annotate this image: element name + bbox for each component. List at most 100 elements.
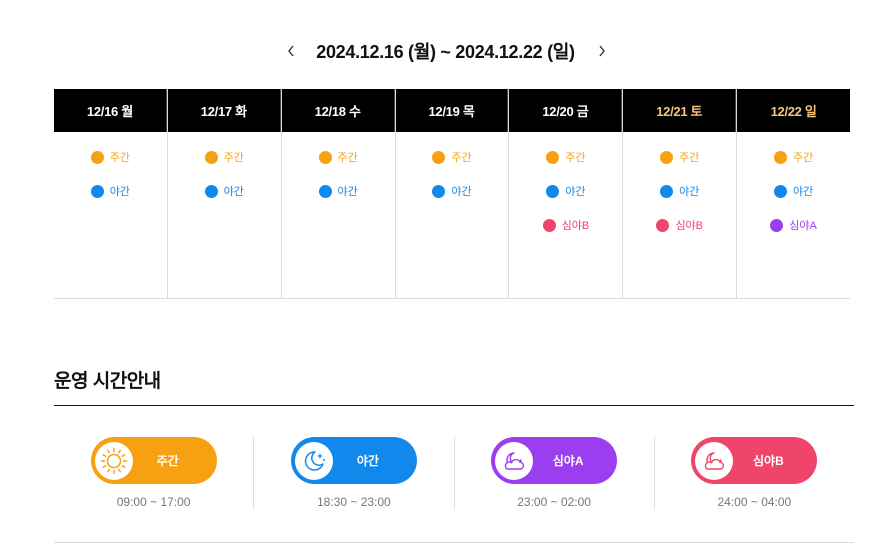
shift-label: 주간 [451,152,472,164]
shift-dot-lateB [542,219,556,232]
shift-time-range: 18:30 ~ 23:00 [317,495,391,509]
shift-dot-day [204,151,218,164]
weekly-schedule-table: 12/16 월 주간 야간 12/17 화 주간 야간 12/18 수 주간 야간 12/19 목… [54,89,851,299]
shift-item-night[interactable]: 야간 [773,185,814,219]
shift-time-range: 09:00 ~ 17:00 [116,495,191,509]
shift-item-night[interactable]: 야간 [546,185,585,219]
shift-label: 주간 [223,152,244,164]
shift-pill-label: 심야B [753,454,784,468]
shift-dot-night [318,185,332,198]
shift-item-night[interactable]: 야간 [318,185,358,219]
day-header: 12/18 수 [281,89,395,132]
hours-item-night: 야간 18:30 ~ 23:00 [254,437,455,509]
shift-label: 주간 [792,152,814,164]
shift-dot-lateA [770,219,784,232]
shift-item-day[interactable]: 주간 [432,151,472,185]
shift-item-day[interactable]: 주간 [318,151,358,185]
day-header: 12/21 토 [623,89,737,132]
shift-item-lateB[interactable]: 심야B [542,219,590,253]
shift-item-night[interactable]: 야간 [432,185,472,219]
shift-dot-day [773,151,787,164]
shift-pill-lateA[interactable]: 심야A [491,437,618,484]
chevron-right-icon [599,45,605,57]
sun-icon [94,441,133,480]
chevron-left-icon [288,45,294,57]
shift-label: 야간 [337,186,358,198]
shift-dot-night [204,185,218,198]
shift-item-night[interactable]: 야간 [90,185,131,219]
moon-cloud-icon [495,441,534,480]
shift-dot-day [90,151,104,164]
shift-pill-label: 주간 [156,454,179,468]
shift-pill-day[interactable]: 주간 [90,437,217,484]
shift-pill-night[interactable]: 야간 [290,437,417,484]
shift-pill-lateB[interactable]: 심야B [691,437,818,484]
shift-dot-day [432,151,446,164]
shift-label: 야간 [792,186,814,198]
shift-dot-day [318,151,332,164]
day-header: 12/19 목 [395,89,509,132]
shift-item-day[interactable]: 주간 [546,151,585,185]
section-divider [54,405,854,406]
day-header: 12/20 금 [509,89,623,132]
day-header: 12/17 화 [167,89,281,132]
shift-item-lateA[interactable]: 심야A [770,219,817,253]
shift-pill-label: 야간 [356,454,379,468]
shift-label: 야간 [679,186,700,198]
shift-item-day[interactable]: 주간 [660,151,699,185]
operating-hours-list: 주간 09:00 ~ 17:00 야간 18:30 ~ 23:00 심야A 23:00 ~… [54,437,854,509]
bottom-divider [54,542,854,543]
next-week-button[interactable] [589,38,615,64]
week-navigator: 2024.12.16 (월) ~ 2024.12.22 (일) [0,36,893,66]
shift-dot-night [546,185,560,198]
moon-stars-icon [294,441,333,480]
shift-dot-night [90,185,104,198]
shift-item-night[interactable]: 야간 [660,185,699,219]
hours-item-day: 주간 09:00 ~ 17:00 [54,437,255,509]
shift-label: 야간 [565,186,586,198]
shift-label: 주간 [679,152,700,164]
hours-item-lateA: 심야A 23:00 ~ 02:00 [455,437,655,509]
day-header: 12/16 월 [54,89,167,132]
shift-label: 심야A [789,220,817,232]
shift-item-day[interactable]: 주간 [773,151,814,185]
shift-dot-night [773,185,787,198]
operating-hours-title: 운영 시간안내 [54,371,161,392]
moon-cloud-icon [695,441,734,480]
shift-label: 심야B [561,220,590,232]
shift-item-night[interactable]: 야간 [204,185,244,219]
shift-dot-day [546,151,560,164]
shift-label: 야간 [223,186,244,198]
day-header: 12/22 일 [737,89,851,132]
shift-item-day[interactable]: 주간 [204,151,244,185]
shift-item-day[interactable]: 주간 [90,151,131,185]
shift-label: 야간 [451,186,472,198]
week-range-label: 2024.12.16 (월) ~ 2024.12.22 (일) [316,42,575,62]
shift-label: 주간 [109,152,131,164]
shift-dot-night [660,185,674,198]
shift-dot-lateB [656,219,670,232]
shift-label: 심야B [675,220,704,232]
prev-week-button[interactable] [278,38,304,64]
shift-time-range: 23:00 ~ 02:00 [517,495,591,509]
shift-item-lateB[interactable]: 심야B [656,219,703,253]
shift-label: 야간 [109,186,131,198]
shift-label: 주간 [565,152,586,164]
shift-dot-day [660,151,674,164]
shift-label: 주간 [337,152,358,164]
shift-time-range: 24:00 ~ 04:00 [717,495,792,509]
